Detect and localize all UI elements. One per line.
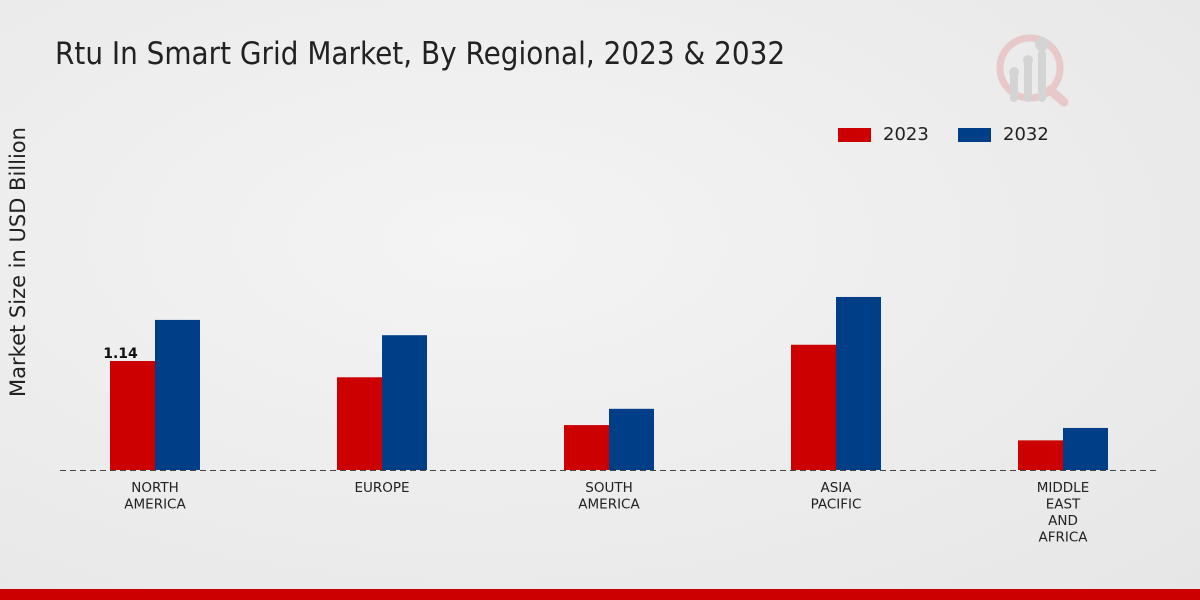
bar-2023-2 (564, 425, 609, 470)
x-tick-label: ASIA (820, 480, 852, 496)
x-tick-label: SOUTH (585, 480, 632, 496)
x-tick-label: AFRICA (1038, 530, 1088, 546)
bar-2023-1 (337, 377, 382, 470)
x-tick-label: AMERICA (124, 497, 186, 513)
legend-label-2032: 2032 (1003, 124, 1049, 145)
legend-swatch-2023 (838, 127, 871, 142)
x-tick-label: NORTH (131, 480, 179, 496)
x-tick-label: EAST (1046, 497, 1081, 513)
bar-2032-2 (609, 408, 654, 470)
x-tick-label: PACIFIC (811, 497, 862, 513)
chart-title: Rtu In Smart Grid Market, By Regional, 2… (55, 36, 786, 72)
legend-swatch-2032 (958, 127, 991, 142)
legend-item-2023: 2023 (838, 124, 929, 145)
data-label: 1.14 (103, 346, 138, 362)
legend-item-2032: 2032 (958, 124, 1049, 145)
x-tick-label: AND (1048, 513, 1078, 529)
x-tick-label: MIDDLE (1037, 480, 1089, 496)
bar-2032-0 (155, 319, 200, 470)
bar-2032-4 (1063, 427, 1108, 470)
bar-2032-3 (836, 296, 881, 470)
bar-2023-4 (1018, 440, 1063, 470)
x-tick-label: AMERICA (578, 497, 640, 513)
x-tick-label: EUROPE (354, 480, 409, 496)
bar-2023-3 (791, 344, 836, 470)
footer-bar (0, 589, 1200, 600)
bar-2023-0 (110, 361, 155, 470)
bar-2032-1 (382, 335, 427, 470)
legend-label-2023: 2023 (883, 124, 929, 145)
